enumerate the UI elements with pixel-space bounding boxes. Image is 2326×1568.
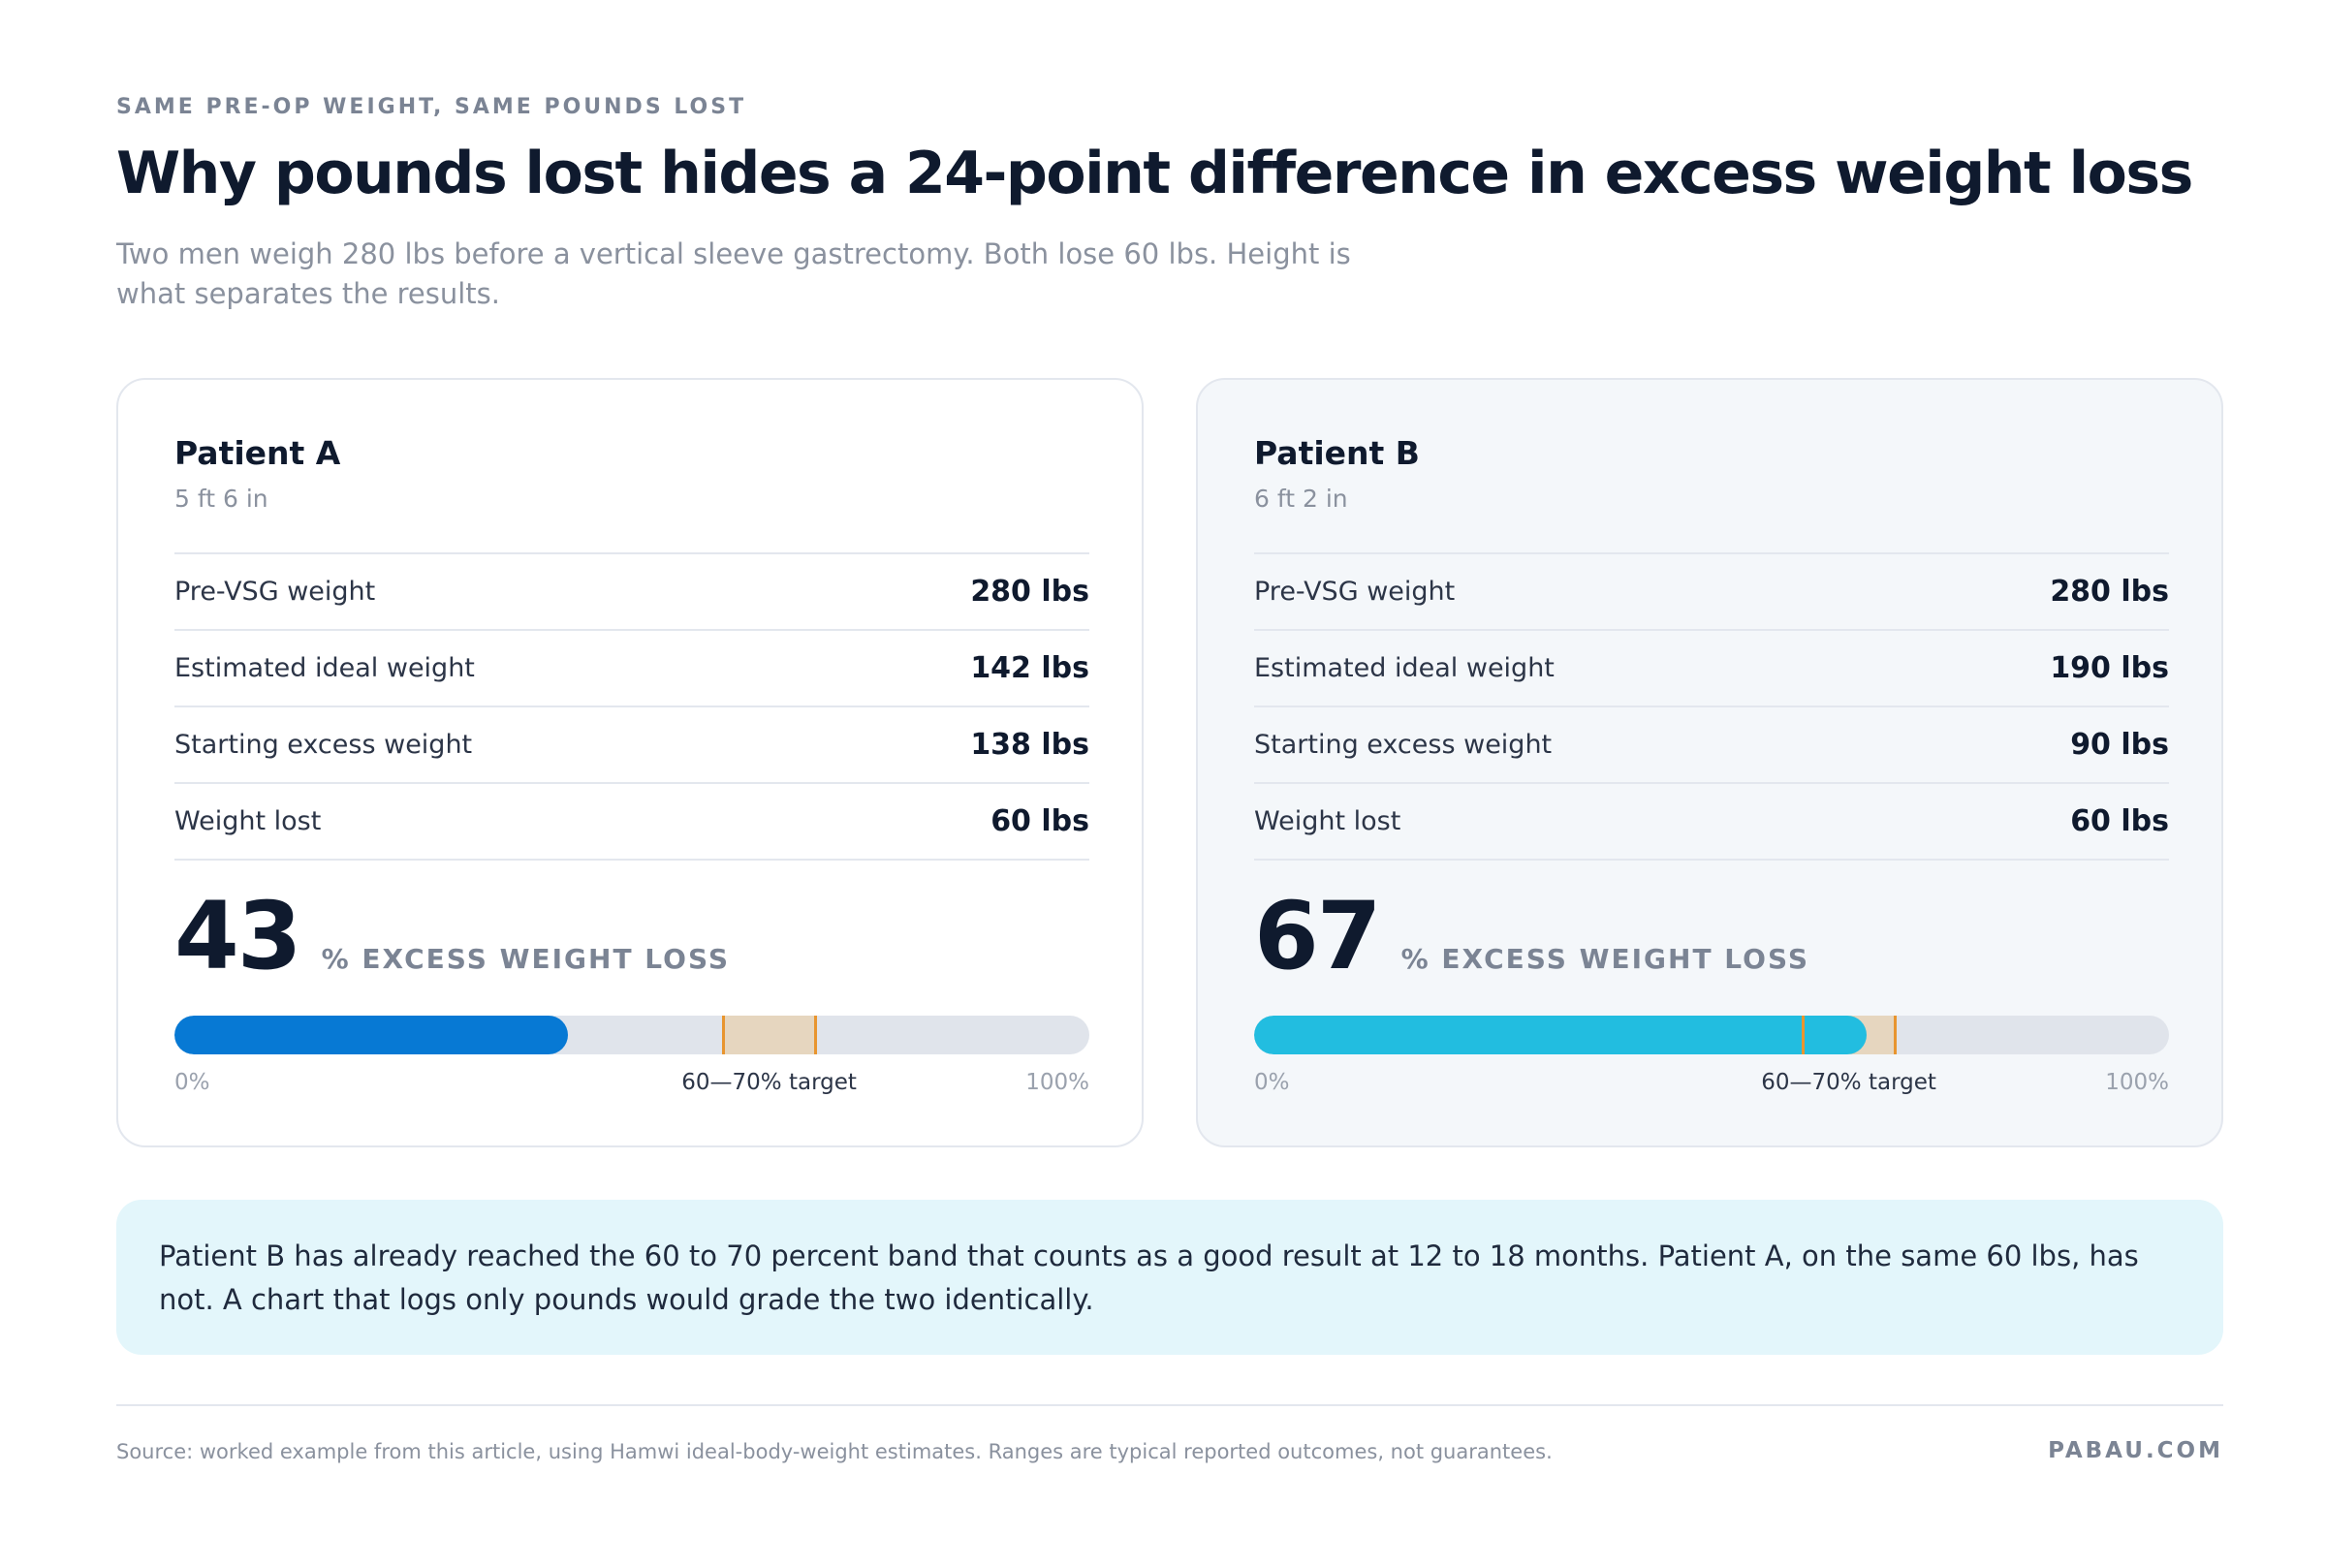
scale-target-label: 60—70% target [1761, 1070, 1936, 1095]
scale-min-label: 0% [174, 1070, 210, 1095]
page-title: Why pounds lost hides a 24-point differe… [116, 140, 2193, 207]
stat-label: Weight lost [1254, 806, 1401, 836]
stat-row-pre-vsg-weight: Pre-VSG weight 280 lbs [1254, 554, 2169, 631]
patient-name: Patient B [1254, 434, 1420, 472]
target-band-end-tick [1893, 1016, 1897, 1054]
stat-row-weight-lost: Weight lost 60 lbs [174, 784, 1089, 861]
stat-label: Pre-VSG weight [174, 577, 376, 607]
ewl-progress-bar [1254, 1016, 2169, 1054]
bar-scale: 0% 60—70% target 100% [174, 1070, 1089, 1099]
stat-row-pre-vsg-weight: Pre-VSG weight 280 lbs [174, 554, 1089, 631]
stat-label: Estimated ideal weight [174, 653, 475, 683]
patient-card-b: Patient B 6 ft 2 in Pre-VSG weight 280 l… [1196, 378, 2223, 1147]
stat-row-excess-weight: Starting excess weight 138 lbs [174, 707, 1089, 784]
source-note: Source: worked example from this article… [116, 1440, 1553, 1463]
stat-value: 142 lbs [970, 651, 1089, 685]
callout-note: Patient B has already reached the 60 to … [116, 1200, 2223, 1355]
target-band-end-tick [813, 1016, 817, 1054]
stats-table: Pre-VSG weight 280 lbs Estimated ideal w… [1254, 552, 2169, 861]
stat-label: Pre-VSG weight [1254, 577, 1456, 607]
stat-row-weight-lost: Weight lost 60 lbs [1254, 784, 2169, 861]
ewl-value: 43 [174, 882, 302, 990]
ewl-bar-fill [1254, 1016, 1868, 1054]
stat-label: Starting excess weight [174, 730, 473, 760]
stat-value: 280 lbs [970, 575, 1089, 609]
eyebrow: SAME PRE-OP WEIGHT, SAME POUNDS LOST [116, 95, 747, 119]
stat-label: Estimated ideal weight [1254, 653, 1555, 683]
stat-value: 60 lbs [990, 804, 1089, 838]
scale-max-label: 100% [1025, 1070, 1089, 1095]
stat-value: 138 lbs [970, 728, 1089, 762]
scale-max-label: 100% [2105, 1070, 2169, 1095]
stat-value: 60 lbs [2070, 804, 2169, 838]
target-band-start-tick [1802, 1016, 1806, 1054]
stat-value: 190 lbs [2050, 651, 2169, 685]
ewl-unit-label: % EXCESS WEIGHT LOSS [1400, 943, 1810, 975]
ewl-progress-bar [174, 1016, 1089, 1054]
target-band [723, 1016, 815, 1054]
stats-table: Pre-VSG weight 280 lbs Estimated ideal w… [174, 552, 1089, 861]
patient-name: Patient A [174, 434, 341, 472]
stat-row-ideal-weight: Estimated ideal weight 142 lbs [174, 631, 1089, 707]
stat-row-excess-weight: Starting excess weight 90 lbs [1254, 707, 2169, 784]
bar-scale: 0% 60—70% target 100% [1254, 1070, 2169, 1099]
footer-divider [116, 1404, 2223, 1406]
stat-row-ideal-weight: Estimated ideal weight 190 lbs [1254, 631, 2169, 707]
page-subtitle: Two men weigh 280 lbs before a vertical … [116, 237, 1351, 310]
brand-label: PABAU.COM [2048, 1438, 2223, 1463]
stat-label: Starting excess weight [1254, 730, 1553, 760]
stat-value: 90 lbs [2070, 728, 2169, 762]
stat-label: Weight lost [174, 806, 322, 836]
ewl-value: 67 [1254, 882, 1382, 990]
patient-height: 5 ft 6 in [174, 485, 268, 513]
ewl-headline: 43 % EXCESS WEIGHT LOSS [174, 890, 730, 983]
patient-card-a: Patient A 5 ft 6 in Pre-VSG weight 280 l… [116, 378, 1144, 1147]
bar-track [174, 1016, 1089, 1054]
target-band-start-tick [722, 1016, 726, 1054]
scale-min-label: 0% [1254, 1070, 1290, 1095]
bar-track [1254, 1016, 2169, 1054]
ewl-headline: 67 % EXCESS WEIGHT LOSS [1254, 890, 1809, 983]
stat-value: 280 lbs [2050, 575, 2169, 609]
patient-height: 6 ft 2 in [1254, 485, 1348, 513]
ewl-unit-label: % EXCESS WEIGHT LOSS [321, 943, 731, 975]
scale-target-label: 60—70% target [681, 1070, 857, 1095]
ewl-bar-fill [174, 1016, 568, 1054]
